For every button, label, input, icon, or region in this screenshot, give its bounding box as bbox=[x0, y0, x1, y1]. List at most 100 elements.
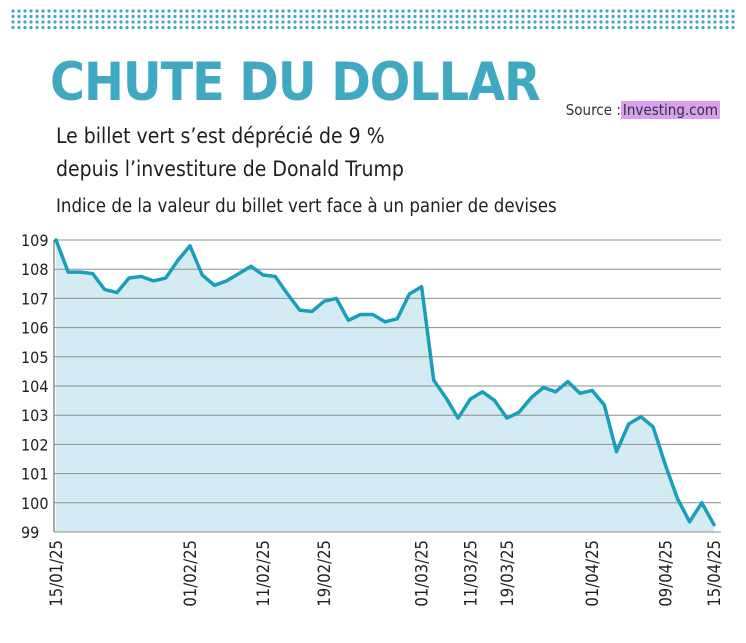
border-dot bbox=[695, 14, 699, 19]
border-dot bbox=[509, 9, 513, 13]
border-dot bbox=[269, 9, 273, 13]
border-dot bbox=[245, 9, 249, 13]
data-point bbox=[188, 244, 192, 248]
border-dot bbox=[29, 20, 33, 24]
border-dot bbox=[467, 25, 471, 30]
border-dot bbox=[113, 14, 117, 19]
data-point bbox=[91, 272, 95, 276]
border-dot bbox=[131, 20, 135, 24]
border-dot bbox=[131, 9, 135, 13]
border-dot bbox=[407, 25, 411, 30]
border-dot bbox=[527, 25, 531, 30]
border-dot bbox=[209, 14, 213, 19]
data-point bbox=[615, 450, 618, 454]
border-dot bbox=[359, 9, 363, 13]
border-dot bbox=[437, 14, 441, 19]
border-dot bbox=[353, 20, 357, 24]
border-dot bbox=[293, 9, 297, 13]
border-dot bbox=[527, 20, 531, 24]
border-dot bbox=[449, 14, 453, 19]
border-dot bbox=[437, 9, 441, 13]
border-dot bbox=[131, 14, 135, 19]
data-point bbox=[407, 292, 411, 296]
data-point bbox=[468, 397, 472, 401]
border-dot bbox=[473, 9, 477, 13]
border-dot bbox=[659, 25, 663, 30]
border-dot bbox=[419, 20, 423, 24]
border-dot bbox=[299, 20, 303, 24]
border-dot bbox=[239, 14, 243, 19]
border-dot bbox=[623, 20, 627, 24]
border-dot bbox=[35, 25, 39, 30]
border-dot bbox=[383, 9, 387, 13]
border-dot bbox=[191, 25, 195, 30]
border-dot bbox=[305, 9, 309, 13]
border-dot bbox=[431, 25, 435, 30]
border-dot bbox=[329, 25, 333, 30]
border-dot bbox=[203, 25, 207, 30]
border-dot bbox=[473, 20, 477, 24]
border-dot bbox=[119, 25, 123, 30]
border-dot bbox=[47, 20, 51, 24]
border-dot bbox=[197, 20, 201, 24]
border-dot bbox=[257, 20, 261, 24]
border-dot bbox=[479, 20, 483, 24]
border-dot bbox=[551, 14, 555, 19]
y-tick-label: 103 bbox=[21, 406, 48, 425]
border-dot bbox=[419, 9, 423, 13]
border-dot bbox=[149, 20, 153, 24]
border-dot bbox=[497, 14, 501, 19]
border-dot bbox=[713, 25, 717, 30]
border-dot bbox=[317, 20, 321, 24]
border-dot bbox=[485, 14, 489, 19]
border-dot bbox=[167, 9, 171, 13]
border-dot bbox=[329, 14, 333, 19]
border-dot bbox=[629, 20, 633, 24]
border-dot bbox=[215, 9, 219, 13]
border-dot bbox=[539, 20, 543, 24]
border-dot bbox=[515, 20, 519, 24]
border-dot bbox=[491, 9, 495, 13]
x-tick-label: 01/03/25 bbox=[413, 540, 432, 607]
border-dot bbox=[659, 20, 663, 24]
border-dot bbox=[551, 25, 555, 30]
data-point bbox=[103, 288, 107, 292]
border-dot bbox=[257, 25, 261, 30]
border-dot bbox=[677, 14, 681, 19]
border-dot bbox=[671, 9, 675, 13]
data-point bbox=[578, 391, 582, 395]
data-point bbox=[212, 283, 216, 287]
border-dot bbox=[17, 14, 21, 19]
border-dot bbox=[269, 14, 273, 19]
y-tick-label: 108 bbox=[21, 260, 48, 279]
border-dot bbox=[653, 25, 657, 30]
border-dot bbox=[257, 14, 261, 19]
border-dot bbox=[353, 14, 357, 19]
border-dot bbox=[647, 25, 651, 30]
chart-title: CHUTE DU DOLLAR bbox=[50, 52, 541, 113]
border-dot bbox=[53, 25, 57, 30]
border-dot bbox=[707, 20, 711, 24]
border-dot bbox=[305, 14, 309, 19]
border-dot bbox=[383, 20, 387, 24]
data-point bbox=[371, 313, 375, 316]
border-dot bbox=[425, 25, 429, 30]
border-dot bbox=[221, 9, 225, 13]
data-point bbox=[66, 270, 70, 274]
border-dot bbox=[545, 25, 549, 30]
border-dot bbox=[713, 14, 717, 19]
border-dot bbox=[473, 25, 477, 30]
border-dot bbox=[23, 20, 27, 24]
border-dot bbox=[365, 20, 369, 24]
border-dot bbox=[635, 20, 639, 24]
border-dot bbox=[683, 9, 687, 13]
border-dot bbox=[191, 20, 195, 24]
border-dot bbox=[701, 14, 705, 19]
border-dot bbox=[617, 20, 621, 24]
border-dot bbox=[263, 14, 267, 19]
border-dot bbox=[125, 25, 129, 30]
border-dot bbox=[281, 20, 285, 24]
border-dot bbox=[47, 9, 51, 13]
data-point bbox=[420, 285, 424, 289]
border-dot bbox=[245, 20, 249, 24]
